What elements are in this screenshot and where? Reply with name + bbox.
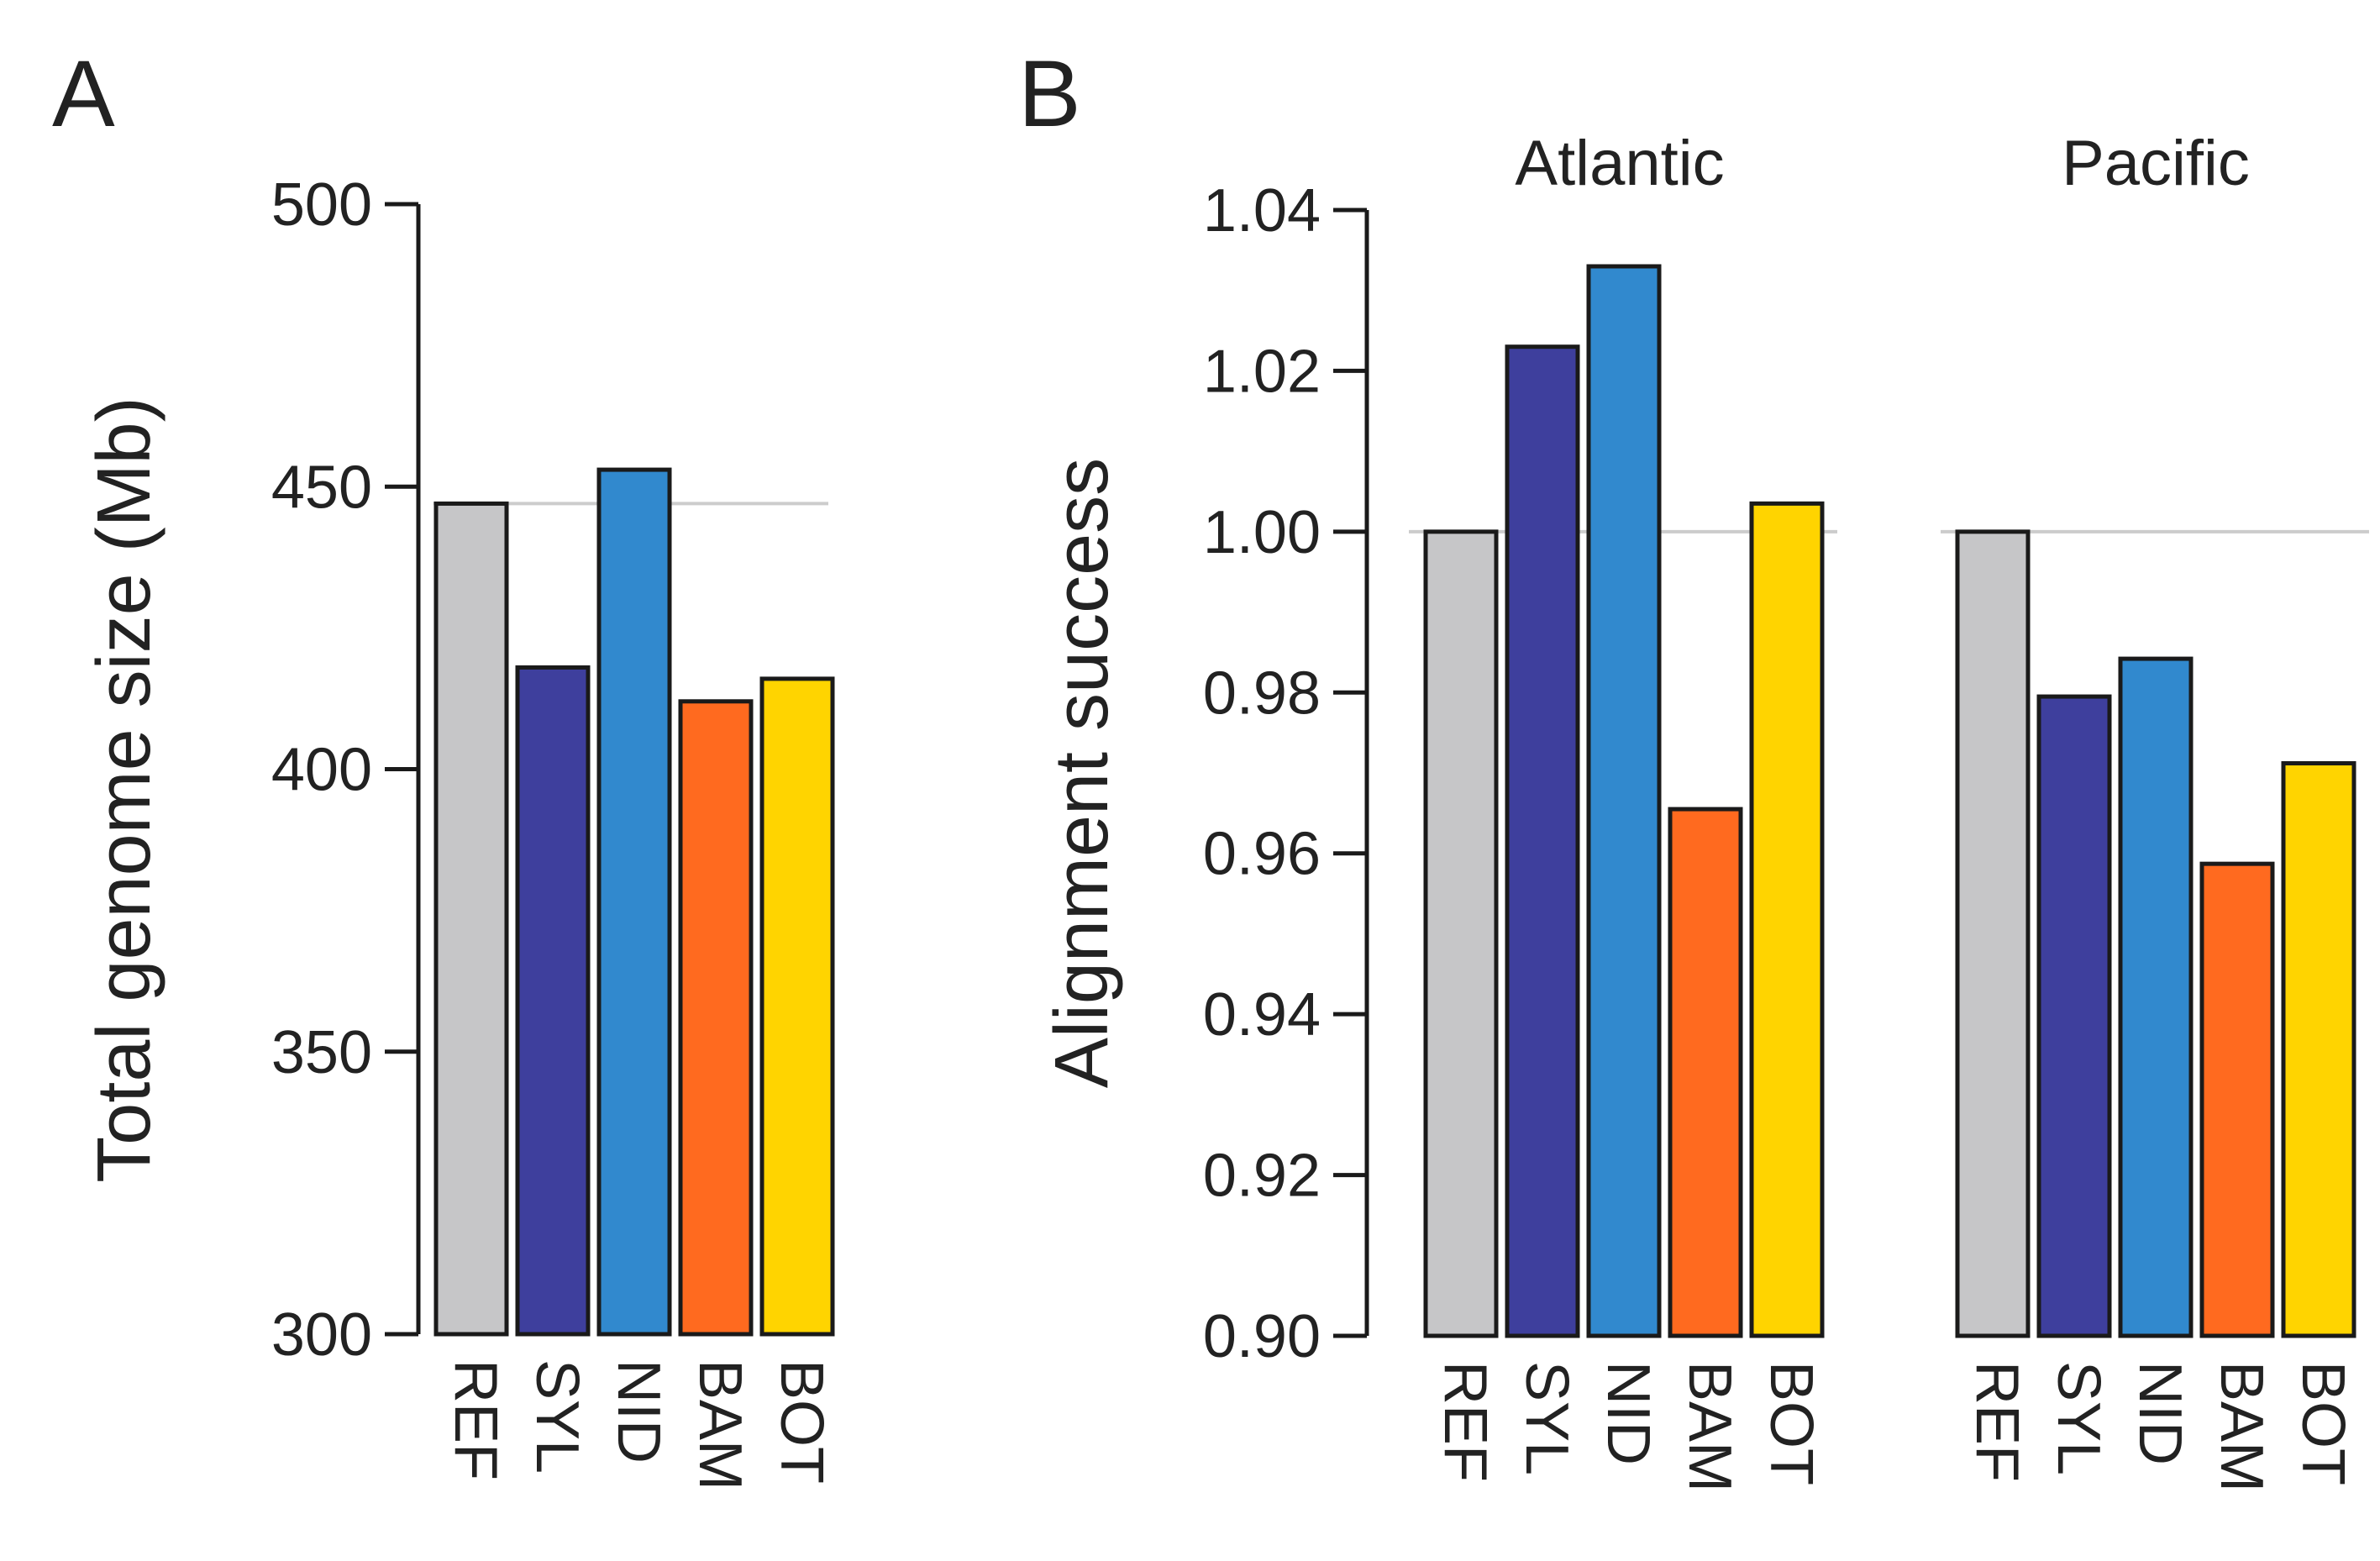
panel-b-letter: B <box>1018 41 1081 146</box>
panel-a-y-tick-label: 450 <box>271 454 372 521</box>
panel-a: A Total genome size (Mb) 300 350 400 450 500… <box>52 41 835 1490</box>
panel-b-y-tick-label: 1.00 <box>1203 499 1321 566</box>
panel-b-atlantic-bar-ref <box>1423 529 1499 1338</box>
panel-b-pacific-bar-nid <box>2118 656 2193 1338</box>
panel-b-atlantic-facet-title: Atlantic <box>1515 128 1724 199</box>
panel-a-y-tick-label: 500 <box>271 171 372 239</box>
panel-a-bar-bot <box>759 676 835 1337</box>
panel-a-category-label: BAM <box>686 1359 754 1490</box>
panel-a-bar-nid <box>596 467 672 1337</box>
panel-b: B Alignment success 0.90 0.92 0.94 0.96 0.98… <box>1018 41 2369 1492</box>
panel-b-pacific-category-label: BAM <box>2208 1361 2275 1492</box>
panel-b-atlantic-category-label: SYL <box>1513 1361 1580 1475</box>
panel-b-atlantic-category-label: REF <box>1432 1361 1499 1482</box>
panel-b-atlantic-category-label: BAM <box>1676 1361 1743 1492</box>
panel-a-bar-syl <box>515 665 591 1337</box>
panel-a-category-label: NID <box>605 1359 672 1464</box>
panel-a-category-label: SYL <box>523 1359 591 1474</box>
panel-b-atlantic-bar-bot <box>1749 501 1825 1338</box>
panel-b-pacific-bar-bot <box>2281 761 2356 1338</box>
panel-b-pacific-facet: Pacific REF SYL NID BAM BOT <box>1941 128 2369 1492</box>
panel-b-pacific-bar-syl <box>2036 694 2112 1338</box>
panel-a-bar-bam <box>678 699 754 1337</box>
panel-a-bar-ref <box>433 501 509 1337</box>
panel-b-atlantic-category-label: BOT <box>1757 1361 1825 1485</box>
panel-b-atlantic-category-label: NID <box>1595 1361 1662 1465</box>
panel-b-y-tick-label: 0.96 <box>1203 821 1321 888</box>
panel-b-y-axis-title: Alignment success <box>1040 458 1124 1088</box>
panel-b-atlantic-bar-bam <box>1668 807 1743 1338</box>
panel-b-y-tick-label: 1.04 <box>1203 177 1321 244</box>
panel-b-pacific-category-label: SYL <box>2045 1361 2112 1475</box>
panel-b-atlantic-bar-nid <box>1586 264 1662 1338</box>
panel-a-category-label: REF <box>442 1359 509 1480</box>
panel-a-category-label: BOT <box>768 1359 835 1484</box>
panel-b-atlantic-facet: Atlantic REF SYL NID BAM BOT <box>1409 128 1837 1492</box>
panel-b-pacific-category-label: REF <box>1963 1361 2031 1482</box>
panel-a-y-tick-label: 350 <box>271 1019 372 1086</box>
panel-b-pacific-category-label: BOT <box>2289 1361 2356 1485</box>
panel-a-letter: A <box>52 41 115 146</box>
panel-b-y-tick-label: 1.02 <box>1203 338 1321 405</box>
panel-b-pacific-category-label: NID <box>2126 1361 2193 1465</box>
panel-a-y-axis-title: Total genome size (Mb) <box>82 397 166 1182</box>
panel-b-pacific-bar-ref <box>1955 529 2031 1338</box>
panel-a-y-tick-label: 400 <box>271 737 372 804</box>
panel-b-atlantic-bar-syl <box>1505 344 1580 1338</box>
panel-b-pacific-facet-title: Pacific <box>2062 128 2250 199</box>
panel-b-y-tick-label: 0.98 <box>1203 660 1321 727</box>
panel-b-y-tick-label: 0.92 <box>1203 1143 1321 1210</box>
panel-b-pacific-bar-bam <box>2199 861 2275 1338</box>
panel-b-y-tick-label: 0.90 <box>1203 1303 1321 1370</box>
panel-b-y-tick-label: 0.94 <box>1203 981 1321 1049</box>
panel-a-y-tick-label: 300 <box>271 1301 372 1369</box>
